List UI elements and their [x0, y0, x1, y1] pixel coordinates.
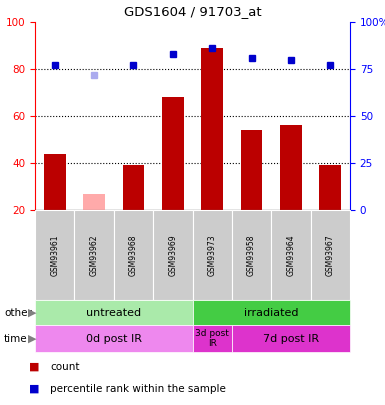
Text: time: time	[4, 333, 28, 343]
Bar	[162, 97, 184, 210]
Text: percentile rank within the sample: percentile rank within the sample	[50, 384, 226, 394]
Text: 7d post IR: 7d post IR	[263, 333, 319, 343]
Bar	[122, 165, 144, 210]
Bar	[83, 194, 105, 210]
Text: GSM93962: GSM93962	[90, 234, 99, 276]
Text: 3d post
IR: 3d post IR	[195, 329, 229, 348]
Bar	[201, 48, 223, 210]
Text: count: count	[50, 362, 80, 372]
Bar	[320, 165, 341, 210]
Bar	[280, 126, 302, 210]
Text: ■: ■	[29, 384, 40, 394]
Text: GDS1604 / 91703_at: GDS1604 / 91703_at	[124, 6, 261, 19]
Text: ■: ■	[29, 362, 40, 372]
Text: ▶: ▶	[28, 333, 36, 343]
Text: ▶: ▶	[28, 307, 36, 318]
Text: GSM93973: GSM93973	[208, 234, 217, 276]
Text: 0d post IR: 0d post IR	[86, 333, 142, 343]
Bar	[241, 130, 263, 210]
Text: GSM93958: GSM93958	[247, 234, 256, 276]
Text: other: other	[4, 307, 32, 318]
Text: GSM93969: GSM93969	[168, 234, 177, 276]
Text: GSM93967: GSM93967	[326, 234, 335, 276]
Text: untreated: untreated	[86, 307, 141, 318]
Text: GSM93961: GSM93961	[50, 234, 59, 276]
Bar	[44, 153, 65, 210]
Text: irradiated: irradiated	[244, 307, 298, 318]
Text: GSM93964: GSM93964	[286, 234, 295, 276]
Text: GSM93968: GSM93968	[129, 234, 138, 276]
